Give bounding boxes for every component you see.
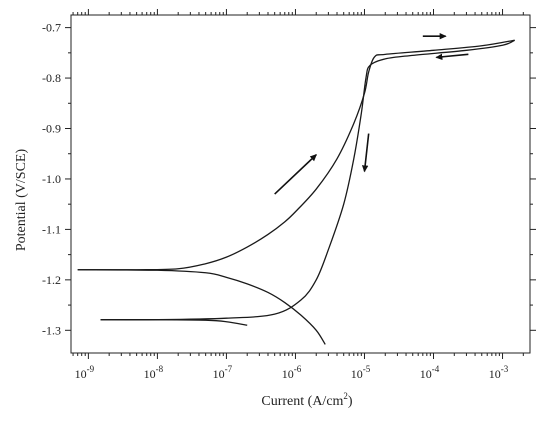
direction-arrow-2 [361, 133, 370, 173]
x-axis-title: Current (A/cm2) [261, 391, 353, 409]
y-tick-label: -0.9 [42, 122, 61, 136]
x-tick-label: 10-3 [489, 364, 509, 381]
x-tick-label: 10-4 [420, 364, 440, 381]
y-tick-label: -0.8 [42, 71, 61, 85]
series-line-2 [100, 39, 515, 321]
series-line-4 [100, 319, 248, 326]
series-group [77, 39, 515, 345]
plot-frame [70, 14, 531, 354]
y-tick-label: -0.7 [42, 21, 61, 35]
series-line-1 [77, 39, 515, 271]
x-tick-label: 10-8 [144, 364, 164, 381]
series-line-3 [77, 269, 326, 345]
x-tick-label: 10-5 [351, 364, 371, 381]
y-tick-label: -1.3 [42, 323, 61, 337]
y-tick-label: -1.0 [42, 172, 61, 186]
x-tick-label: 10-7 [213, 364, 233, 381]
x-tick-label: 10-6 [282, 364, 302, 381]
y-tick-label: -1.2 [42, 273, 61, 287]
x-tick-label: 10-9 [75, 364, 95, 381]
arrows-group [274, 32, 469, 195]
direction-arrow-4 [435, 53, 469, 60]
axes: 10-9 10-8 10-7 10-6 10-5 10-4 10-3 -0.7 -0.8 -0.9… [42, 9, 536, 381]
direction-arrow-1 [274, 154, 317, 195]
y-tick-label: -1.1 [42, 222, 61, 236]
y-axis-title: Potential (V/SCE) [14, 149, 29, 252]
